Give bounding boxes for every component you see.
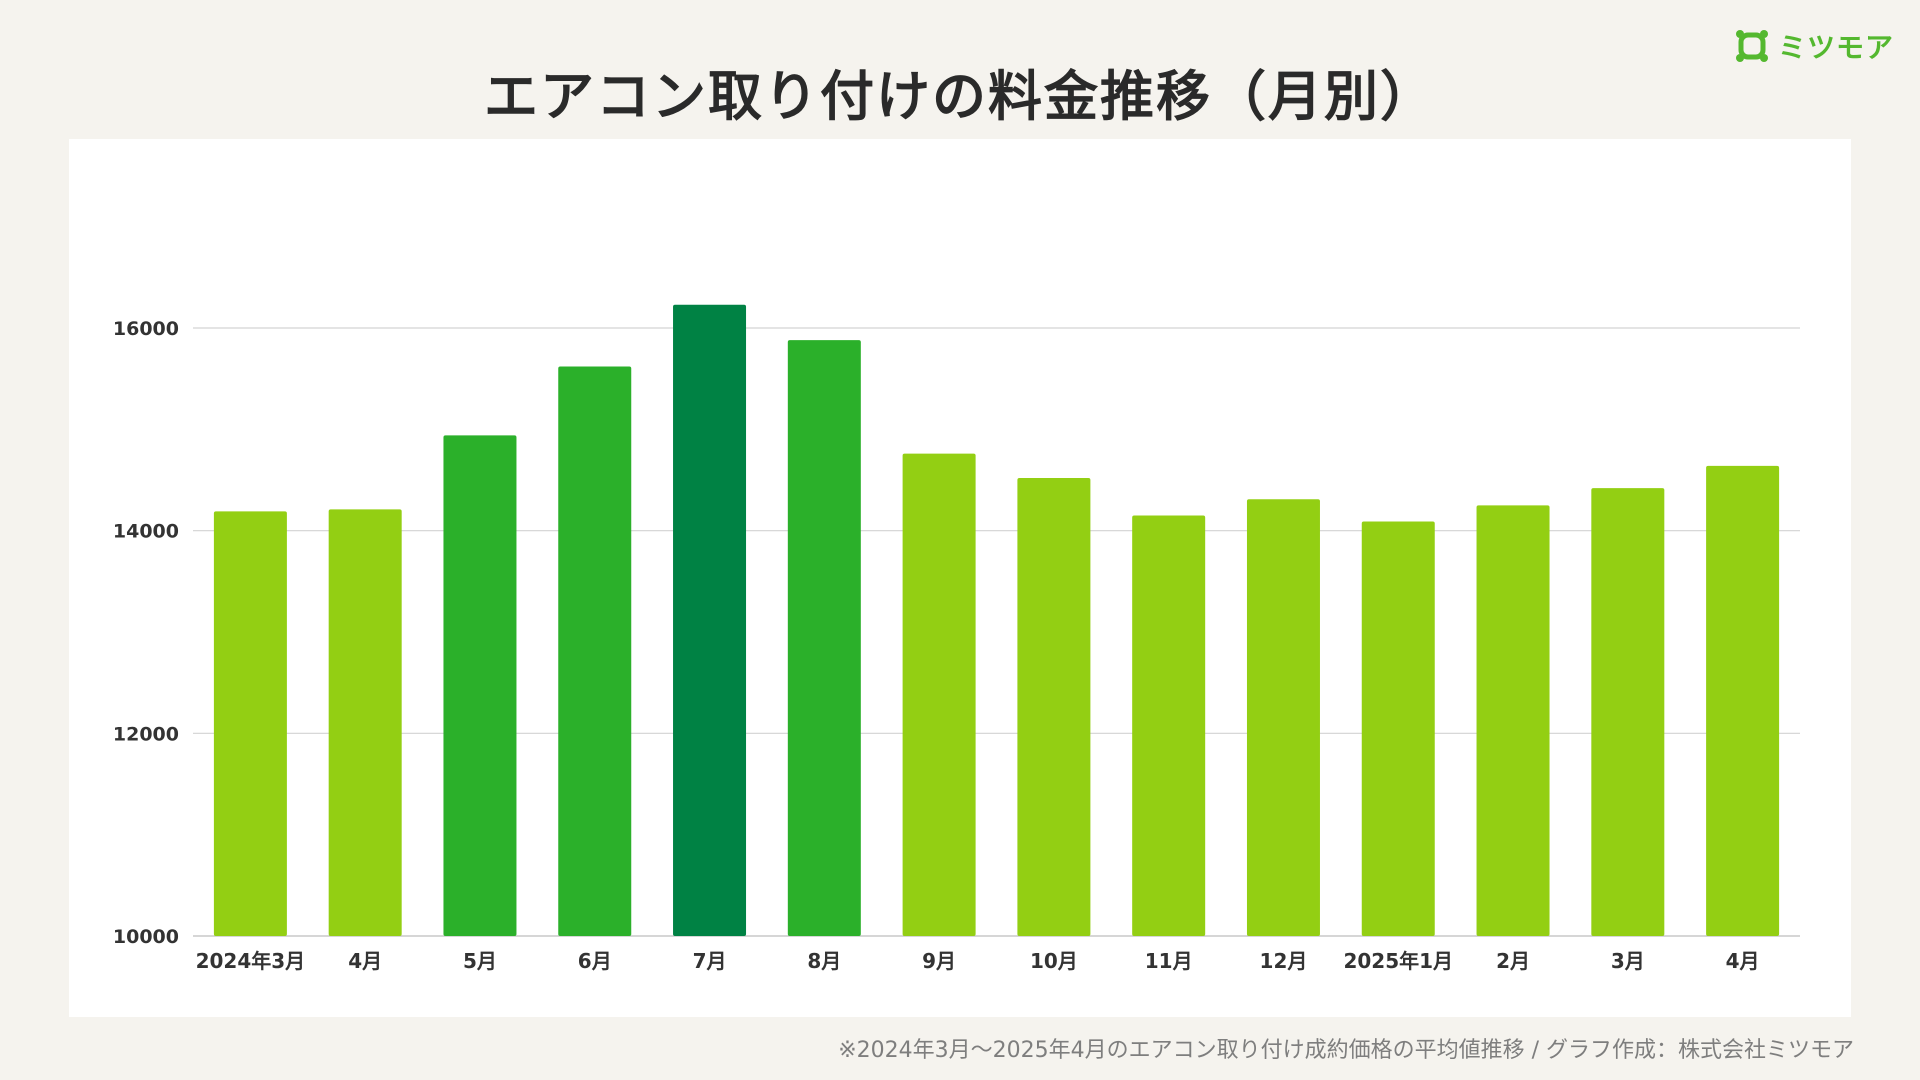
bar-2025年1月 <box>1361 521 1435 936</box>
x-tick-label: 4月 <box>348 949 382 973</box>
y-tick-label: 14000 <box>113 521 179 543</box>
bar-4月 <box>328 509 402 936</box>
bar-3月 <box>1591 488 1665 936</box>
bar-chart: 10000 12000 14000 16000 2024年3月 4月 5月 6月 7月 8月 9月 1… <box>113 304 1800 973</box>
bar-9月 <box>902 453 976 936</box>
y-tick-label: 16000 <box>113 318 179 340</box>
x-tick-label: 8月 <box>807 949 841 973</box>
logo-text: ミツモア <box>1777 31 1894 64</box>
bar-4月 <box>1706 465 1780 936</box>
bar-12月 <box>1246 499 1320 936</box>
bar-7月 <box>673 304 747 936</box>
mitsumore-logo-icon <box>1735 30 1768 62</box>
footnote: ※2024年3月〜2025年4月のエアコン取り付け成約価格の平均値推移 / グラ… <box>838 1038 1854 1063</box>
x-tick-label: 2024年3月 <box>196 949 306 973</box>
x-tick-label: 2025年1月 <box>1343 949 1453 973</box>
bar-5月 <box>443 435 517 936</box>
x-tick-label: 3月 <box>1611 949 1645 973</box>
bar-11月 <box>1132 515 1206 936</box>
bar-6月 <box>558 366 632 936</box>
x-tick-label: 11月 <box>1145 949 1193 973</box>
brand-logo: ミツモア <box>1734 26 1894 66</box>
x-tick-label: 5月 <box>463 949 497 973</box>
x-tick-label: 10月 <box>1030 949 1078 973</box>
bar-2月 <box>1476 505 1550 936</box>
chart-card: 10000 12000 14000 16000 2024年3月 4月 5月 6月 7月 8月 9月 1… <box>69 139 1851 1017</box>
bar-2024年3月 <box>213 511 287 936</box>
chart-title: エアコン取り付けの料金推移（月別） <box>484 65 1436 128</box>
x-tick-label: 6月 <box>578 949 612 973</box>
x-tick-label: 9月 <box>922 949 956 973</box>
y-tick-label: 12000 <box>113 723 179 745</box>
bar-10月 <box>1017 477 1091 936</box>
x-tick-label: 7月 <box>693 949 727 973</box>
y-tick-label: 10000 <box>113 926 179 948</box>
x-tick-label: 4月 <box>1726 949 1760 973</box>
bar-8月 <box>787 340 861 936</box>
x-tick-label: 12月 <box>1260 949 1308 973</box>
x-tick-label: 2月 <box>1496 949 1530 973</box>
